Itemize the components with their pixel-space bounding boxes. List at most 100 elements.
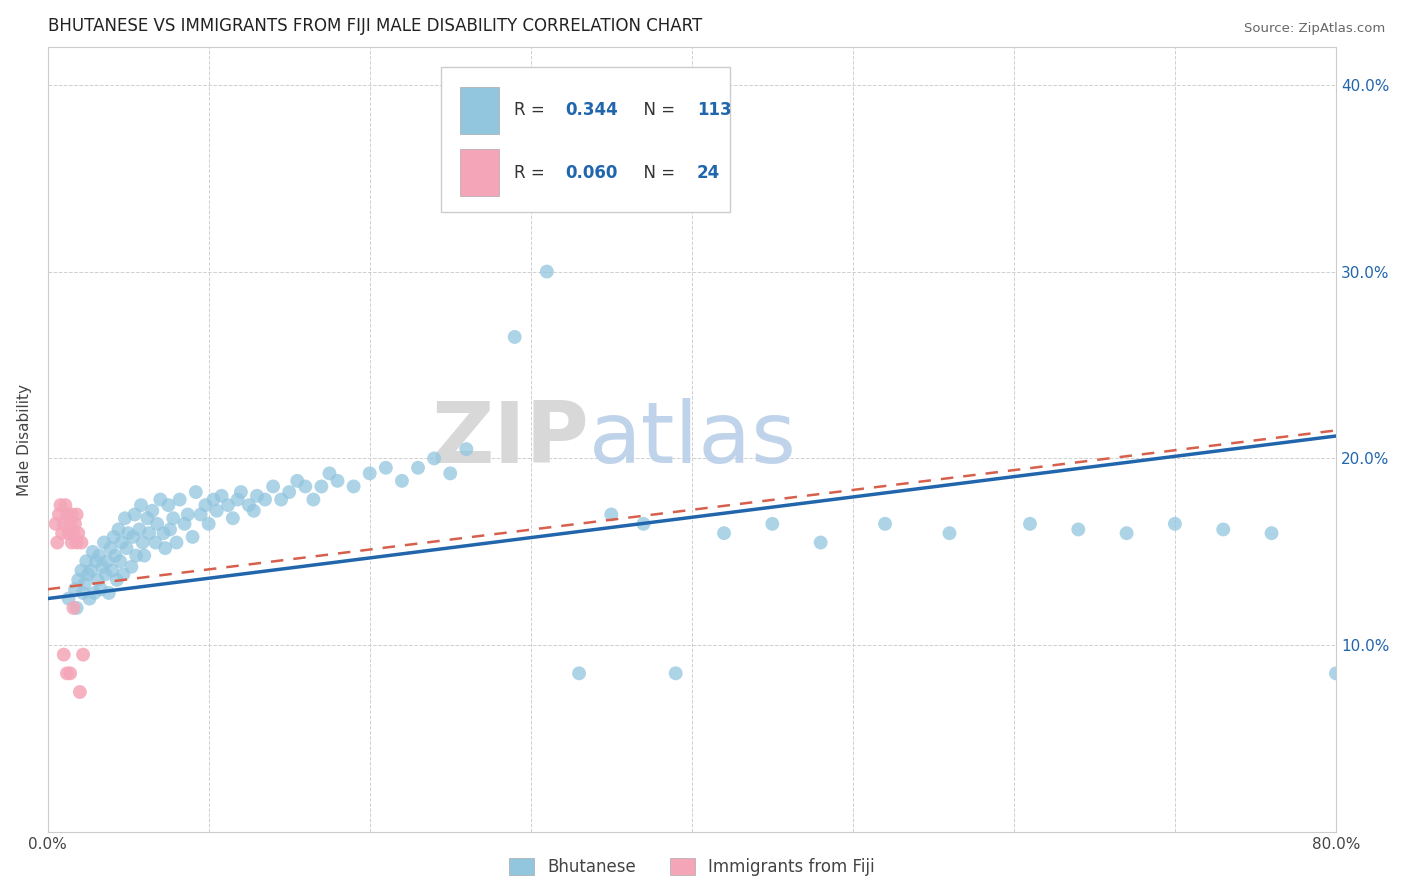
Point xyxy=(456,442,478,456)
Point xyxy=(65,601,87,615)
Point xyxy=(46,535,69,549)
Point xyxy=(285,474,308,488)
Point xyxy=(211,489,233,503)
Point xyxy=(536,264,558,278)
Point xyxy=(270,492,292,507)
Point xyxy=(173,516,195,531)
Point xyxy=(242,504,264,518)
Point xyxy=(202,492,225,507)
Point xyxy=(177,508,200,522)
Point xyxy=(136,511,159,525)
Point xyxy=(503,330,526,344)
Point xyxy=(374,460,396,475)
Point xyxy=(82,545,104,559)
Point xyxy=(423,451,446,466)
Point xyxy=(146,516,169,531)
Text: N =: N = xyxy=(633,164,681,182)
Point xyxy=(391,474,413,488)
Bar xyxy=(460,87,499,134)
Point xyxy=(60,508,83,522)
Point xyxy=(1260,526,1282,541)
Point xyxy=(58,591,80,606)
Point xyxy=(633,516,655,531)
Point xyxy=(145,535,167,549)
Point xyxy=(69,685,91,699)
Point xyxy=(96,554,118,568)
Point xyxy=(62,601,84,615)
Text: 24: 24 xyxy=(697,164,720,182)
Point xyxy=(67,526,90,541)
Point xyxy=(84,554,107,568)
Point xyxy=(1019,516,1042,531)
Point xyxy=(217,498,239,512)
Point xyxy=(479,199,502,213)
Point xyxy=(67,573,90,587)
Point xyxy=(246,489,269,503)
Point xyxy=(131,535,153,549)
Point xyxy=(311,479,333,493)
Point xyxy=(111,535,134,549)
Point xyxy=(104,549,127,563)
Point xyxy=(83,586,105,600)
Point xyxy=(181,530,204,544)
Point xyxy=(190,508,212,522)
Point xyxy=(59,516,82,531)
Text: 113: 113 xyxy=(697,101,731,120)
Point xyxy=(65,508,87,522)
Point xyxy=(302,492,325,507)
Point xyxy=(326,474,349,488)
Point xyxy=(197,516,219,531)
Point xyxy=(101,564,124,578)
Bar xyxy=(460,149,499,196)
Point xyxy=(1374,526,1396,541)
Point xyxy=(56,666,79,681)
Point xyxy=(318,467,340,481)
Point xyxy=(439,467,461,481)
Text: BHUTANESE VS IMMIGRANTS FROM FIJI MALE DISABILITY CORRELATION CHART: BHUTANESE VS IMMIGRANTS FROM FIJI MALE D… xyxy=(48,17,702,35)
Text: ZIP: ZIP xyxy=(432,398,589,482)
Point xyxy=(761,516,783,531)
Point xyxy=(1324,666,1347,681)
Text: atlas: atlas xyxy=(589,398,797,482)
Point xyxy=(226,492,249,507)
Point xyxy=(51,526,73,541)
Point xyxy=(112,567,135,582)
Point xyxy=(873,516,896,531)
Point xyxy=(222,511,245,525)
Point xyxy=(568,666,591,681)
Point xyxy=(75,554,97,568)
Point xyxy=(128,523,150,537)
Point xyxy=(294,479,316,493)
Point xyxy=(254,492,277,507)
Point xyxy=(58,526,80,541)
Point xyxy=(194,498,217,512)
Point xyxy=(105,573,128,587)
Point xyxy=(1341,523,1364,537)
Point xyxy=(1164,516,1187,531)
Point xyxy=(184,485,207,500)
Point xyxy=(56,508,79,522)
Point xyxy=(89,549,111,563)
Point xyxy=(138,526,160,541)
Point xyxy=(115,541,138,555)
Point xyxy=(125,549,148,563)
Point xyxy=(169,492,191,507)
Point xyxy=(72,586,94,600)
Point xyxy=(278,485,301,500)
Point xyxy=(53,498,76,512)
Point xyxy=(124,508,146,522)
Point xyxy=(343,479,366,493)
Point xyxy=(77,567,100,582)
Point xyxy=(79,591,101,606)
Point xyxy=(134,549,156,563)
Point xyxy=(108,554,131,568)
Point xyxy=(73,576,96,591)
Point xyxy=(63,516,86,531)
Text: R =: R = xyxy=(515,164,550,182)
Point xyxy=(100,541,122,555)
Point xyxy=(406,460,429,475)
Point xyxy=(159,523,181,537)
Point xyxy=(117,526,139,541)
Point xyxy=(938,526,960,541)
Text: 0.060: 0.060 xyxy=(565,164,617,182)
